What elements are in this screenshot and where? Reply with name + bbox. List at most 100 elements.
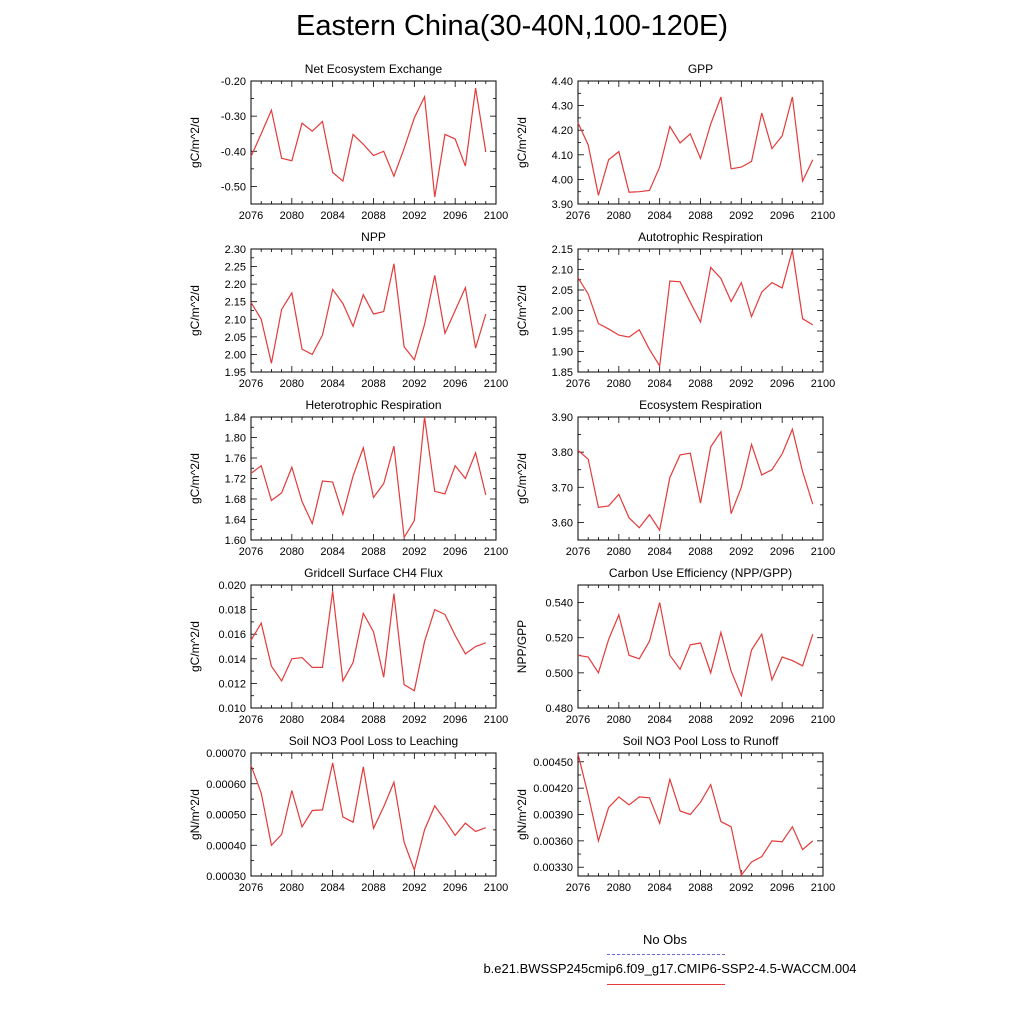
chart-panel-9: 2076 2080 2084 2088 2092 2096 2100 0.00030 0.000…: [188, 734, 508, 894]
y-tick-label: 2.15: [225, 297, 246, 309]
y-tick-label: 1.95: [225, 367, 246, 379]
series-line: [250, 416, 487, 540]
y-axis-label: gC/m^2/d: [515, 453, 529, 504]
figure-title: Eastern China(30-40N,100-120E): [295, 10, 729, 42]
y-tick-label: -0.40: [221, 146, 246, 158]
series-line: [250, 87, 487, 198]
x-tick-label: 2096: [770, 714, 794, 726]
panel-title: Heterotrophic Respiration: [305, 398, 441, 412]
x-tick-label: 2100: [811, 378, 835, 390]
legend-obs-label: No Obs: [642, 932, 688, 947]
y-tick-label: 1.64: [225, 515, 246, 527]
x-tick-label: 2084: [320, 378, 344, 390]
y-tick-label: 0.00040: [206, 840, 246, 852]
series-line: [577, 602, 814, 698]
y-tick-label: 2.20: [225, 279, 246, 291]
x-tick-label: 2096: [443, 882, 467, 894]
chart-panel-4: 2076 2080 2084 2088 2092 2096 2100 1.85 1.90 1.95…: [515, 230, 835, 390]
y-tick-label: 0.00050: [206, 810, 246, 822]
legend-case-label: b.e21.BWSSP245cmip6.f09_g17.CMIP6-SSP2-4…: [483, 961, 857, 976]
x-tick-label: 2076: [239, 882, 263, 894]
panel-title: Soil NO3 Pool Loss to Runoff: [623, 734, 780, 748]
y-tick-label: 1.80: [225, 433, 246, 445]
y-tick-label: -0.20: [221, 76, 246, 88]
x-tick-label: 2092: [402, 210, 426, 222]
x-tick-label: 2080: [607, 714, 631, 726]
plot-frame: [577, 752, 824, 877]
plot-frame: [577, 248, 824, 373]
panel-title: Ecosystem Respiration: [639, 398, 762, 412]
y-tick-label: 2.25: [225, 262, 246, 274]
x-tick-label: 2092: [729, 546, 753, 558]
y-tick-label: 3.90: [552, 412, 573, 424]
y-tick-label: 0.520: [545, 633, 573, 645]
x-tick-label: 2088: [361, 210, 385, 222]
plot-frame: [250, 584, 497, 709]
series-line: [577, 250, 814, 368]
chart-panel-2: 2076 2080 2084 2088 2092 2096 2100 3.90 4.00 4.10…: [515, 62, 835, 222]
y-tick-label: -0.30: [221, 111, 246, 123]
chart-panel-8: 2076 2080 2084 2088 2092 2096 2100 0.480 0.500 0.…: [515, 566, 835, 726]
chart-panel-6: 2076 2080 2084 2088 2092 2096 2100 3.60 3.70 3.80…: [515, 398, 835, 558]
x-tick-label: 2088: [688, 210, 712, 222]
chart-panel-1: 2076 2080 2084 2088 2092 2096 2100 -0.50 -0.40 -0…: [188, 62, 508, 222]
series-line: [250, 263, 487, 364]
y-tick-label: 2.05: [225, 332, 246, 344]
x-tick-label: 2092: [729, 378, 753, 390]
panel-title: GPP: [688, 62, 713, 76]
x-tick-label: 2080: [280, 546, 304, 558]
x-tick-label: 2076: [566, 210, 590, 222]
y-tick-label: 4.00: [552, 174, 573, 186]
series-line: [577, 753, 814, 877]
chart-panel-10: 2076 2080 2084 2088 2092 2096 2100 0.00330 0.003…: [515, 734, 835, 894]
x-tick-label: 2080: [280, 210, 304, 222]
y-axis-label: gC/m^2/d: [515, 117, 529, 168]
x-tick-label: 2096: [443, 546, 467, 558]
x-tick-label: 2076: [566, 546, 590, 558]
panel-title: Gridcell Surface CH4 Flux: [304, 566, 443, 580]
x-tick-label: 2088: [688, 882, 712, 894]
y-tick-label: 4.30: [552, 101, 573, 113]
plot-frame: [577, 80, 824, 205]
y-tick-label: 3.60: [552, 517, 573, 529]
x-tick-label: 2088: [688, 378, 712, 390]
plot-frame: [250, 248, 497, 373]
series-line: [250, 762, 486, 872]
x-tick-label: 2100: [811, 714, 835, 726]
y-axis-label: NPP/GPP: [515, 620, 529, 673]
y-tick-label: 2.10: [552, 265, 573, 277]
y-tick-label: 1.68: [225, 494, 246, 506]
x-tick-label: 2096: [770, 546, 794, 558]
legend-obs-line: [607, 954, 725, 955]
y-tick-label: 0.540: [545, 598, 573, 610]
x-tick-label: 2088: [361, 378, 385, 390]
chart-panel-3: 2076 2080 2084 2088 2092 2096 2100 1.95 2.00 2.05…: [188, 230, 508, 390]
y-tick-label: 0.016: [218, 629, 246, 641]
y-tick-label: 0.018: [218, 605, 246, 617]
panel-title: Autotrophic Respiration: [638, 230, 763, 244]
y-axis-label: gC/m^2/d: [188, 621, 202, 672]
x-tick-label: 2092: [402, 882, 426, 894]
chart-panel-7: 2076 2080 2084 2088 2092 2096 2100 0.010 0.012 0.…: [188, 566, 508, 726]
x-tick-label: 2100: [811, 546, 835, 558]
x-tick-label: 2088: [688, 714, 712, 726]
x-tick-label: 2076: [239, 546, 263, 558]
x-tick-label: 2080: [607, 546, 631, 558]
y-tick-label: 2.00: [225, 349, 246, 361]
x-tick-label: 2076: [566, 714, 590, 726]
panel-title: Soil NO3 Pool Loss to Leaching: [289, 734, 458, 748]
x-tick-label: 2092: [402, 714, 426, 726]
x-tick-label: 2096: [770, 378, 794, 390]
x-tick-label: 2100: [484, 210, 508, 222]
y-tick-label: 0.010: [218, 703, 246, 715]
y-tick-label: 0.012: [218, 678, 246, 690]
x-tick-label: 2084: [647, 882, 671, 894]
x-tick-label: 2092: [402, 546, 426, 558]
y-tick-label: 1.60: [225, 535, 246, 547]
y-tick-label: 1.95: [552, 326, 573, 338]
y-tick-label: 0.00420: [533, 783, 573, 795]
y-axis-label: gC/m^2/d: [188, 453, 202, 504]
x-tick-label: 2092: [729, 210, 753, 222]
